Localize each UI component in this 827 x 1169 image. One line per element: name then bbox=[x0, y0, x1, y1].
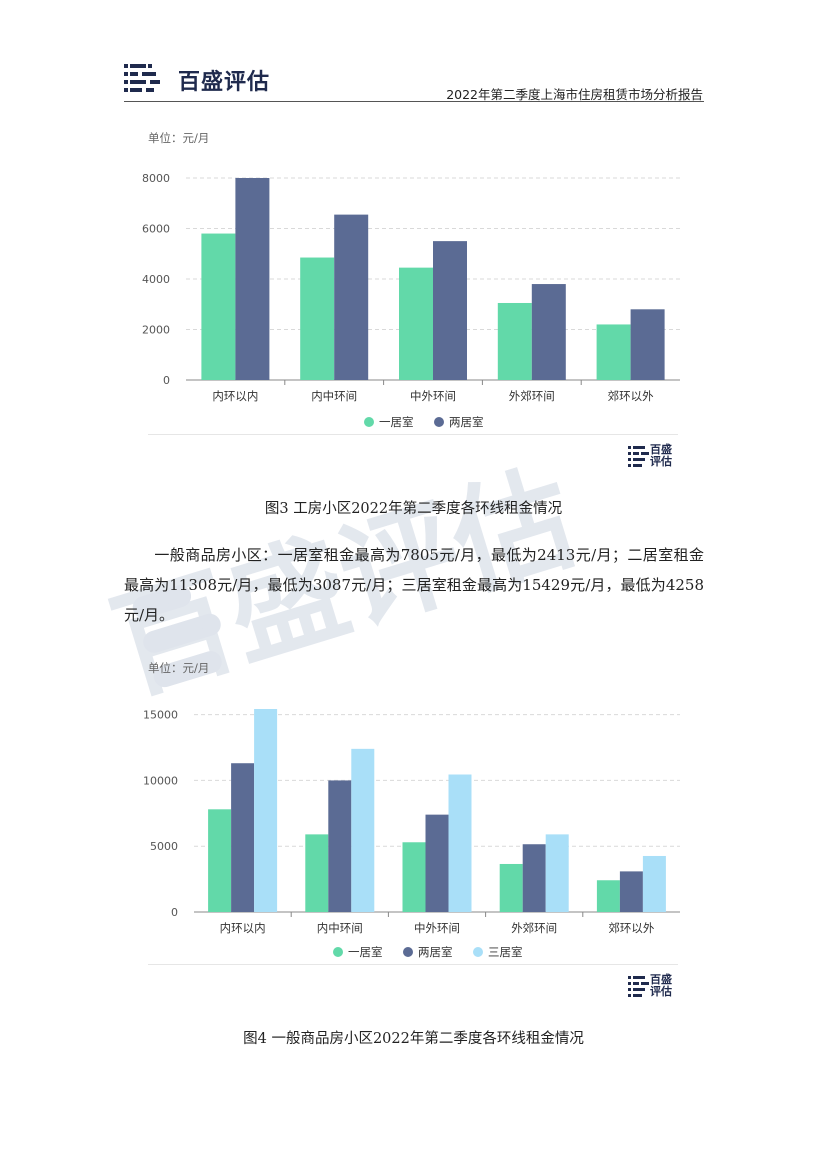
body-paragraph-text: 一般商品房小区：一居室租金最高为7805元/月，最低为2413元/月；二居室租金… bbox=[124, 546, 704, 624]
y-tick-label: 2000 bbox=[142, 324, 170, 337]
y-tick-label: 5000 bbox=[150, 840, 178, 853]
legend-label: 两居室 bbox=[449, 415, 484, 429]
header-logo: 百盛评估 bbox=[124, 62, 294, 95]
legend-marker bbox=[434, 417, 444, 427]
report-title: 2022年第二季度上海市住房租赁市场分析报告 bbox=[446, 87, 703, 102]
y-tick-label: 15000 bbox=[143, 709, 178, 722]
bar-2-5 bbox=[630, 309, 665, 380]
y-tick-label: 6000 bbox=[142, 223, 170, 236]
y-tick-label: 8000 bbox=[142, 172, 170, 185]
bar-2-1 bbox=[231, 763, 255, 912]
bar-1-3 bbox=[399, 267, 433, 380]
legend-label: 一居室 bbox=[348, 945, 383, 959]
figure-3: 单位：元/月 0 2000 4000 6000 8000 内环以内 内中环间 中外环间 外郊环间… bbox=[124, 120, 704, 480]
y-tick-label: 0 bbox=[171, 906, 178, 919]
bar-1-4 bbox=[497, 302, 532, 380]
legend-marker bbox=[473, 947, 483, 957]
bar-1-1 bbox=[208, 809, 232, 912]
bar-1-5 bbox=[596, 324, 631, 380]
x-tick-label: 内中环间 bbox=[317, 921, 363, 935]
bar-2-4 bbox=[531, 284, 566, 380]
body-paragraph: 一般商品房小区：一居室租金最高为7805元/月，最低为2413元/月；二居室租金… bbox=[124, 540, 704, 630]
bar-2-1 bbox=[235, 178, 270, 380]
legend-label: 两居室 bbox=[418, 945, 453, 959]
figure-3-bottom-rule bbox=[148, 434, 678, 435]
figure-4-small-logo: 百盛评估 bbox=[628, 974, 684, 1000]
figure-4-bottom-rule bbox=[148, 964, 678, 965]
bar-2-2 bbox=[334, 214, 369, 380]
y-tick-label: 4000 bbox=[142, 273, 170, 286]
bar-1-3 bbox=[402, 842, 426, 912]
legend-label: 三居室 bbox=[488, 945, 523, 959]
legend-marker bbox=[333, 947, 343, 957]
figure-3-caption: 图3 工房小区2022年第二季度各环线租金情况 bbox=[264, 501, 563, 517]
bar-1-5 bbox=[596, 880, 620, 912]
x-tick-label: 郊环以外 bbox=[608, 921, 654, 935]
legend-marker bbox=[364, 417, 374, 427]
legend-label: 一居室 bbox=[379, 415, 414, 429]
brand-logo-icon bbox=[124, 64, 160, 92]
legend-marker bbox=[403, 947, 413, 957]
bar-3-1 bbox=[254, 709, 278, 912]
small-logo-icon bbox=[628, 976, 649, 997]
x-tick-label: 内环以内 bbox=[220, 921, 266, 935]
y-tick-label: 0 bbox=[163, 374, 170, 387]
bar-2-5 bbox=[619, 871, 643, 912]
bar-2-2 bbox=[328, 780, 352, 912]
small-logo-text: 百盛评估 bbox=[650, 443, 672, 468]
small-logo-icon bbox=[628, 446, 649, 467]
x-tick-label: 中外环间 bbox=[414, 921, 460, 935]
bar-2-4 bbox=[522, 844, 546, 912]
bar-1-2 bbox=[300, 257, 335, 380]
bar-3-3 bbox=[448, 774, 472, 912]
bar-1-2 bbox=[305, 834, 329, 912]
x-tick-label: 外郊环间 bbox=[509, 389, 555, 403]
bar-3-4 bbox=[545, 834, 569, 912]
x-tick-label: 中外环间 bbox=[410, 389, 456, 403]
figure-4-caption: 图4 一般商品房小区2022年第二季度各环线租金情况 bbox=[243, 1031, 584, 1047]
bar-3-2 bbox=[351, 748, 375, 912]
small-logo-text: 百盛评估 bbox=[650, 973, 672, 998]
figure-4: 单位：元/月 0 5000 10000 15000 内环以内 内中环间 中外环间 外郊环间 郊环… bbox=[124, 656, 704, 986]
x-tick-label: 郊环以外 bbox=[608, 389, 654, 403]
x-tick-label: 外郊环间 bbox=[511, 921, 557, 935]
bar-1-1 bbox=[201, 233, 236, 380]
figure-4-unit: 单位：元/月 bbox=[148, 661, 210, 675]
x-tick-label: 内中环间 bbox=[311, 389, 357, 403]
figure-3-chart: 0 2000 4000 6000 8000 内环以内 内中环间 中外环间 外郊环间 郊环以外一居室… bbox=[142, 172, 680, 429]
y-tick-label: 10000 bbox=[143, 774, 178, 787]
bar-2-3 bbox=[425, 814, 449, 912]
x-tick-label: 内环以内 bbox=[212, 389, 258, 403]
bar-1-4 bbox=[499, 863, 523, 912]
bar-2-3 bbox=[433, 241, 467, 380]
brand-name: 百盛评估 bbox=[178, 70, 271, 95]
figure-3-unit: 单位：元/月 bbox=[148, 131, 210, 145]
bar-3-5 bbox=[642, 855, 666, 912]
figure-3-small-logo: 百盛评估 bbox=[628, 444, 684, 470]
header-divider bbox=[124, 101, 704, 102]
